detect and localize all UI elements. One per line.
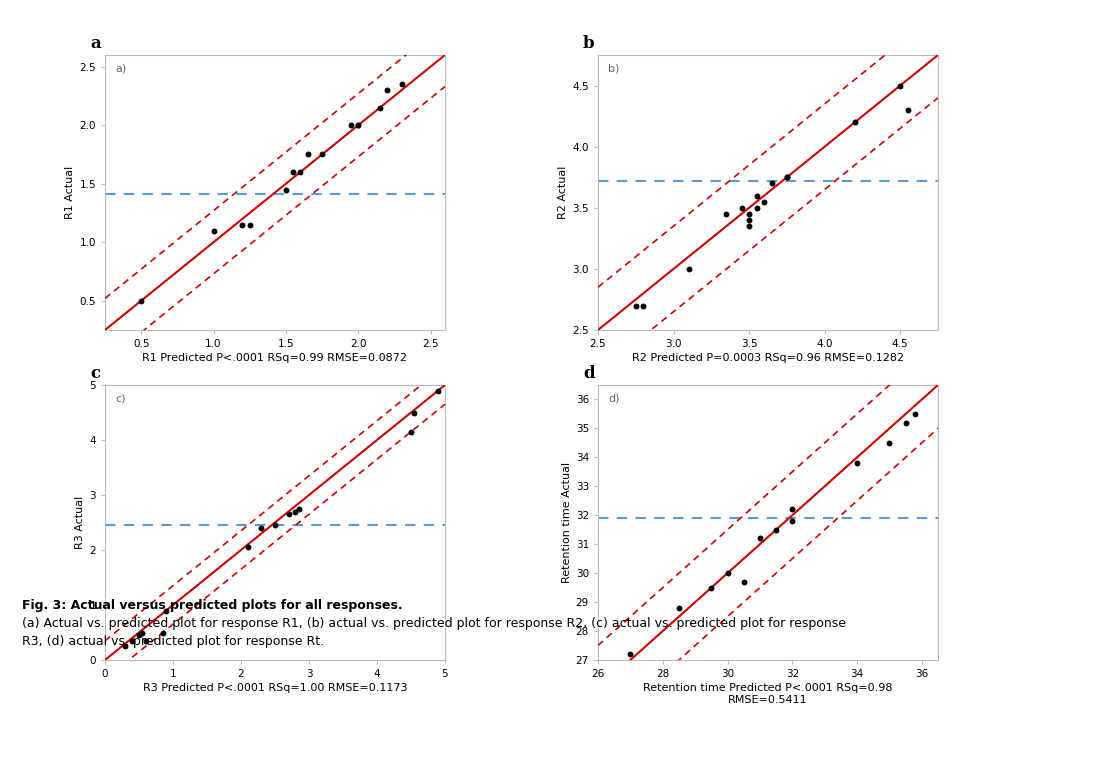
Point	[735, 576, 753, 588]
Text: d): d)	[608, 393, 619, 403]
Text: b): b)	[608, 63, 619, 73]
Point	[892, 79, 909, 91]
Point	[741, 214, 758, 226]
Text: a): a)	[115, 63, 127, 73]
Text: (a) Actual vs. predicted plot for response R1, (b) actual vs. predicted plot for: (a) Actual vs. predicted plot for respon…	[22, 617, 846, 630]
Text: c): c)	[115, 393, 126, 403]
Point	[290, 503, 307, 515]
Point	[277, 183, 294, 196]
Point	[748, 189, 766, 202]
Point	[783, 503, 801, 515]
Point	[406, 406, 423, 419]
Point	[371, 101, 388, 113]
Text: d: d	[583, 365, 595, 382]
Point	[778, 171, 795, 183]
Text: a: a	[90, 35, 101, 52]
Point	[897, 416, 915, 428]
Point	[907, 408, 924, 420]
Point	[241, 218, 258, 231]
X-axis label: R3 Predicted P<.0001 RSq=1.00 RMSE=0.1173: R3 Predicted P<.0001 RSq=1.00 RMSE=0.117…	[142, 683, 407, 693]
Point	[292, 166, 310, 178]
Point	[234, 218, 252, 231]
Point	[205, 224, 222, 237]
Y-axis label: R3 Actual: R3 Actual	[75, 496, 85, 549]
Point	[752, 533, 769, 545]
Y-axis label: R1 Actual: R1 Actual	[66, 166, 75, 219]
Point	[763, 177, 780, 189]
Point	[130, 629, 148, 642]
Point	[349, 119, 366, 132]
Point	[132, 295, 150, 307]
Point	[741, 208, 758, 220]
Point	[635, 300, 652, 312]
Point	[881, 437, 898, 449]
Point	[158, 604, 175, 616]
Point	[741, 220, 758, 232]
Point	[733, 202, 750, 214]
Point	[349, 119, 366, 132]
Point	[154, 626, 172, 638]
Point	[284, 166, 302, 178]
Text: c: c	[90, 365, 101, 382]
X-axis label: R1 Predicted P<.0001 RSq=0.99 RMSE=0.0872: R1 Predicted P<.0001 RSq=0.99 RMSE=0.087…	[142, 353, 407, 363]
Point	[679, 263, 697, 275]
Point	[393, 78, 410, 91]
Point	[117, 640, 135, 652]
Y-axis label: Retention time Actual: Retention time Actual	[561, 462, 571, 583]
X-axis label: Retention time Predicted P<.0001 RSq=0.98
RMSE=0.5411: Retention time Predicted P<.0001 RSq=0.9…	[643, 683, 893, 705]
Point	[783, 515, 801, 527]
Text: R3, (d) actual vs. predicted plot for response Rt.: R3, (d) actual vs. predicted plot for re…	[22, 635, 324, 648]
Text: b: b	[583, 35, 595, 52]
Text: Fig. 3: Actual versus predicted plots for all responses.: Fig. 3: Actual versus predicted plots fo…	[22, 599, 403, 612]
Point	[848, 457, 865, 470]
Point	[280, 508, 298, 521]
Point	[899, 104, 917, 116]
Point	[287, 505, 304, 517]
Point	[342, 119, 360, 132]
Point	[403, 425, 420, 438]
Point	[702, 581, 720, 594]
Point	[846, 116, 863, 129]
Point	[133, 626, 151, 638]
Point	[253, 522, 270, 534]
X-axis label: R2 Predicted P=0.0003 RSq=0.96 RMSE=0.1282: R2 Predicted P=0.0003 RSq=0.96 RMSE=0.12…	[632, 353, 904, 363]
Point	[240, 541, 257, 553]
Point	[124, 635, 141, 647]
Point	[313, 148, 330, 161]
Point	[430, 384, 447, 396]
Point	[137, 635, 154, 647]
Point	[266, 519, 283, 531]
Point	[756, 196, 773, 208]
Point	[748, 202, 766, 214]
Point	[767, 524, 784, 536]
Point	[671, 602, 688, 614]
Point	[379, 84, 396, 96]
Point	[299, 148, 316, 161]
Point	[621, 648, 639, 661]
Point	[778, 171, 795, 183]
Y-axis label: R2 Actual: R2 Actual	[558, 166, 568, 219]
Point	[718, 208, 735, 220]
Point	[719, 567, 736, 579]
Point	[627, 300, 644, 312]
